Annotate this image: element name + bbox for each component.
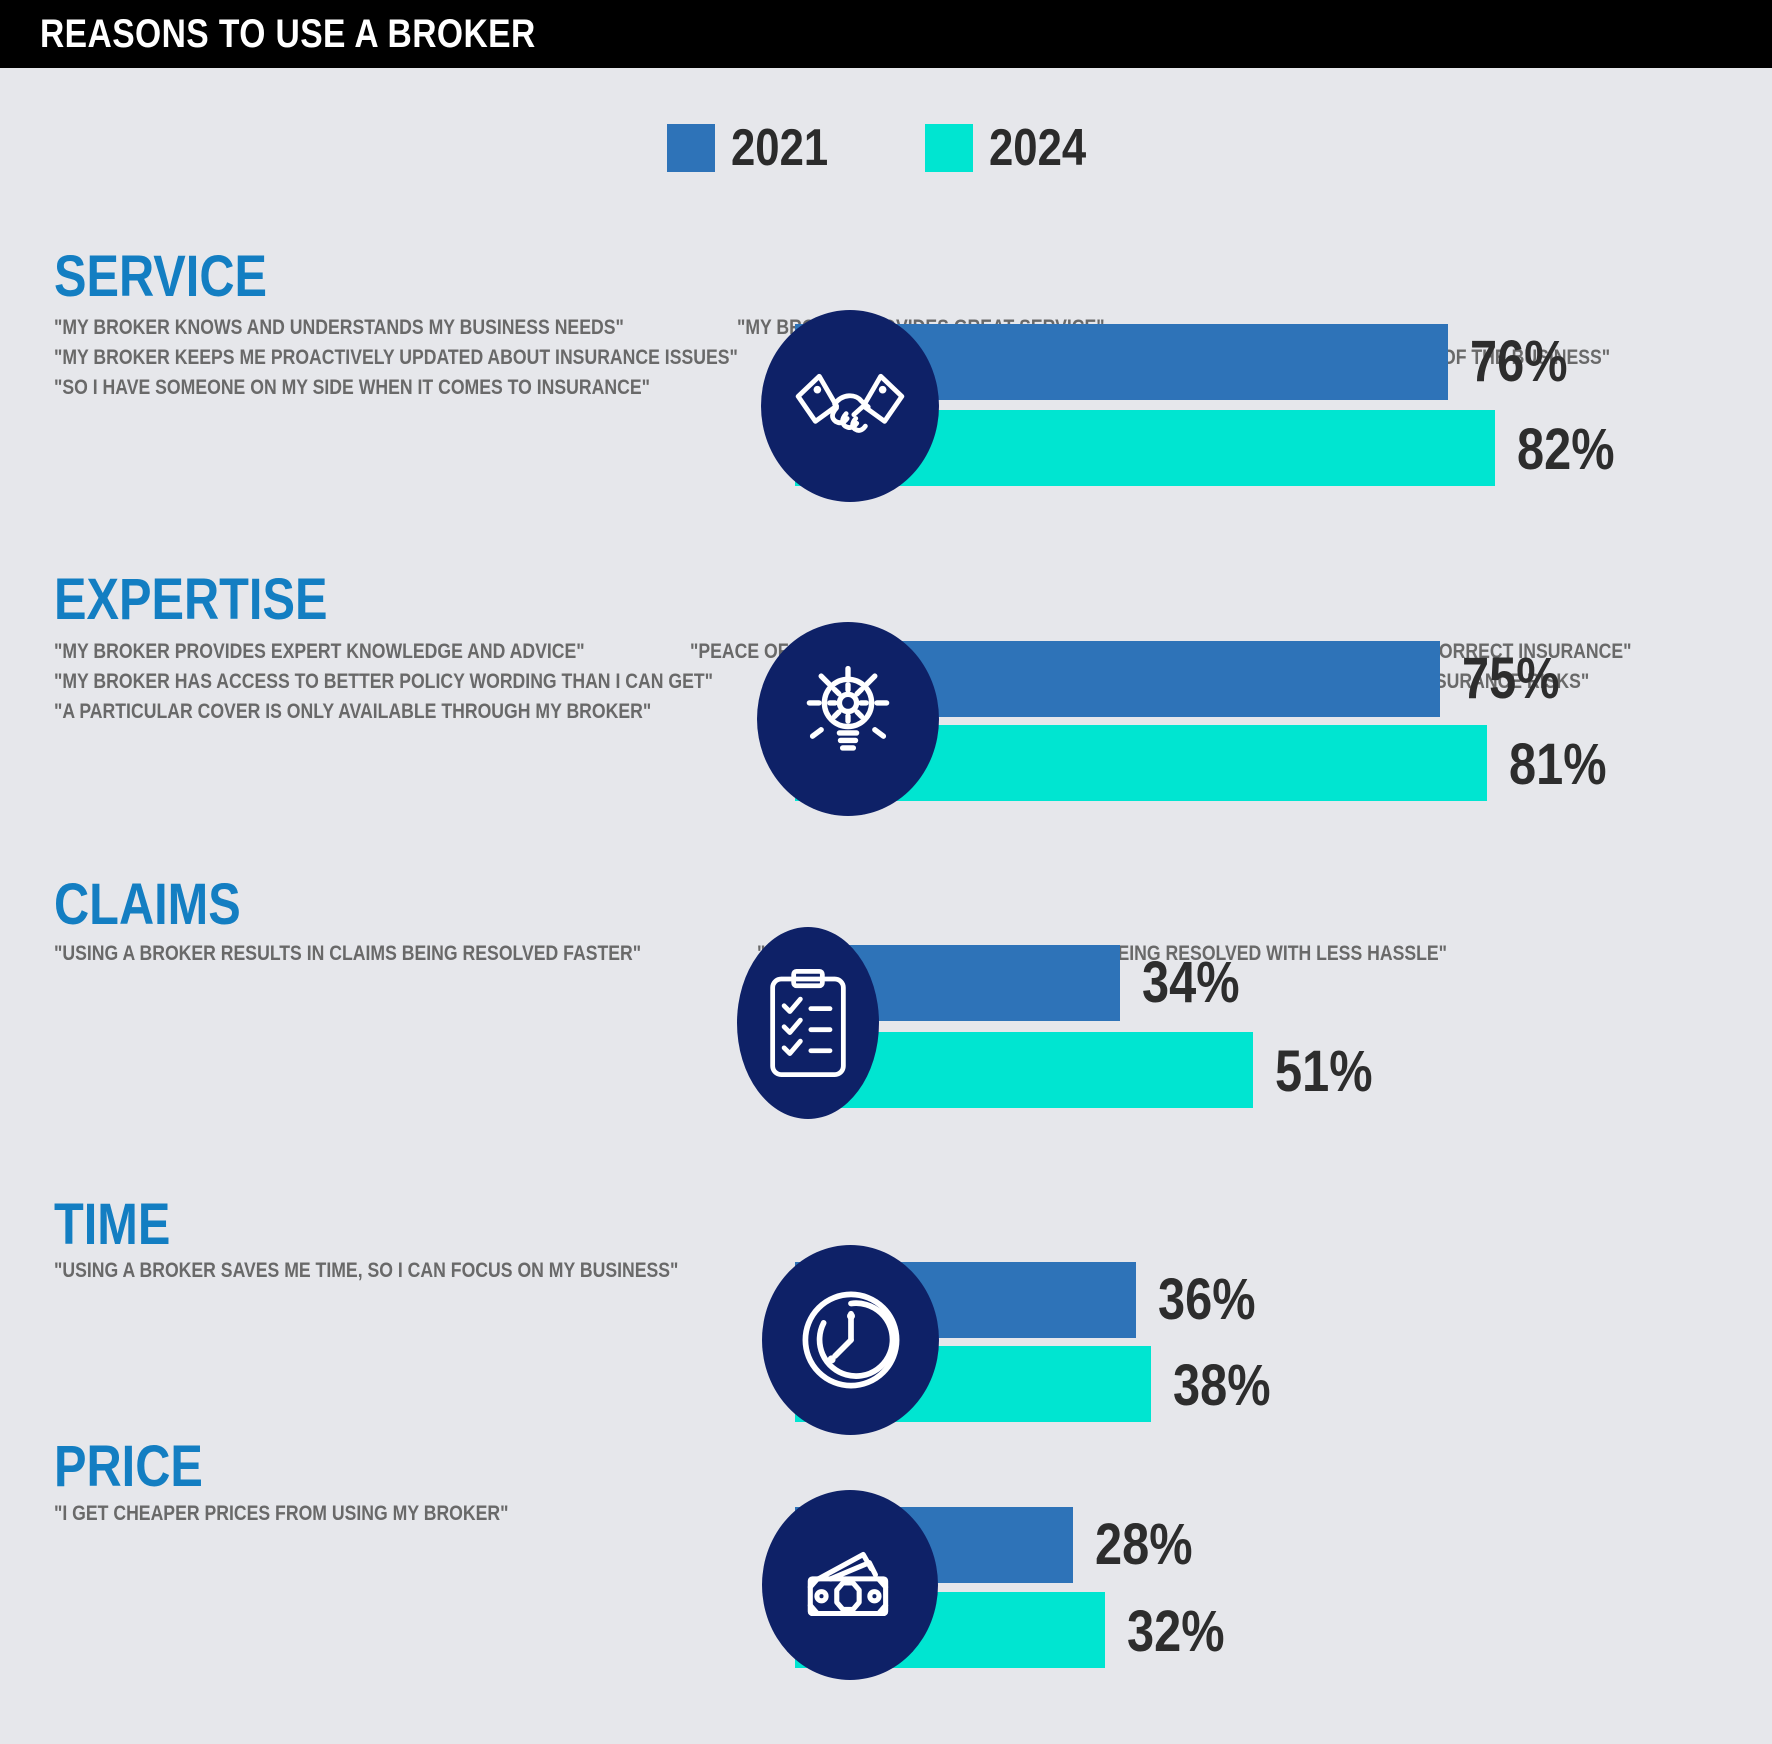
section-title-claims: CLAIMS [54,872,241,937]
price-icon-circle [762,1490,938,1680]
section-title-service: SERVICE [54,244,268,309]
quote-line: "USING A BROKER SAVES ME TIME, SO I CAN … [54,1259,679,1282]
section-title-price: PRICE [54,1434,203,1499]
quote-line: "A PARTICULAR COVER IS ONLY AVAILABLE TH… [54,700,652,723]
legend-label-2021: 2021 [731,119,829,177]
clock-icon [794,1283,908,1397]
legend-item-2024: 2024 [925,118,1105,178]
quote-line: "MY BROKER KEEPS ME PROACTIVELY UPDATED … [54,346,738,369]
value-label-time-2024: 38% [1173,1353,1271,1418]
service-icon-circle [761,310,939,502]
time-quotes: "USING A BROKER SAVES ME TIME, SO I CAN … [54,1256,797,1286]
expertise-icon-circle [757,622,939,816]
quote-line: "USING A BROKER RESULTS IN CLAIMS BEING … [54,942,642,965]
value-label-claims-2024: 51% [1274,1039,1373,1104]
page-title: REASONS TO USE A BROKER [40,11,536,56]
clipboard-checklist-icon [765,965,851,1081]
value-label-price-2024: 32% [1126,1599,1225,1664]
quote-line: "MY BROKER PROVIDES EXPERT KNOWLEDGE AND… [54,640,585,663]
price-quotes: "I GET CHEAPER PRICES FROM USING MY BROK… [54,1499,595,1529]
value-label-service-2024: 82% [1516,417,1615,482]
time-icon-circle [762,1245,939,1435]
quote-line: "I GET CHEAPER PRICES FROM USING MY BROK… [54,1502,509,1525]
legend-swatch-2021 [667,124,716,172]
section-title-time: TIME [54,1192,171,1257]
value-label-service-2021: 76% [1469,329,1568,394]
quote-line: "MY BROKER KNOWS AND UNDERSTANDS MY BUSI… [54,316,624,339]
legend: 2021 2024 [0,118,1772,178]
header-bar: REASONS TO USE A BROKER [0,0,1772,68]
lightbulb-gear-icon [793,660,903,778]
legend-item-2021: 2021 [667,118,847,178]
banknotes-icon [794,1534,906,1636]
section-title-expertise: EXPERTISE [54,567,328,632]
quote-line: THE CORRECT INSURANCE" [1386,640,1632,663]
quote-line: "MY BROKER HAS ACCESS TO BETTER POLICY W… [54,670,714,693]
claims-icon-circle [737,927,879,1119]
value-label-expertise-2024: 81% [1508,732,1607,797]
value-label-time-2021: 36% [1157,1267,1256,1332]
legend-label-2024: 2024 [989,119,1087,177]
value-label-price-2021: 28% [1095,1512,1193,1577]
value-label-expertise-2021: 75% [1462,646,1560,711]
value-label-claims-2021: 34% [1142,950,1240,1015]
quote-line: "SO I HAVE SOMEONE ON MY SIDE WHEN IT CO… [54,376,650,399]
handshake-icon [791,358,909,454]
legend-swatch-2024 [925,124,973,172]
